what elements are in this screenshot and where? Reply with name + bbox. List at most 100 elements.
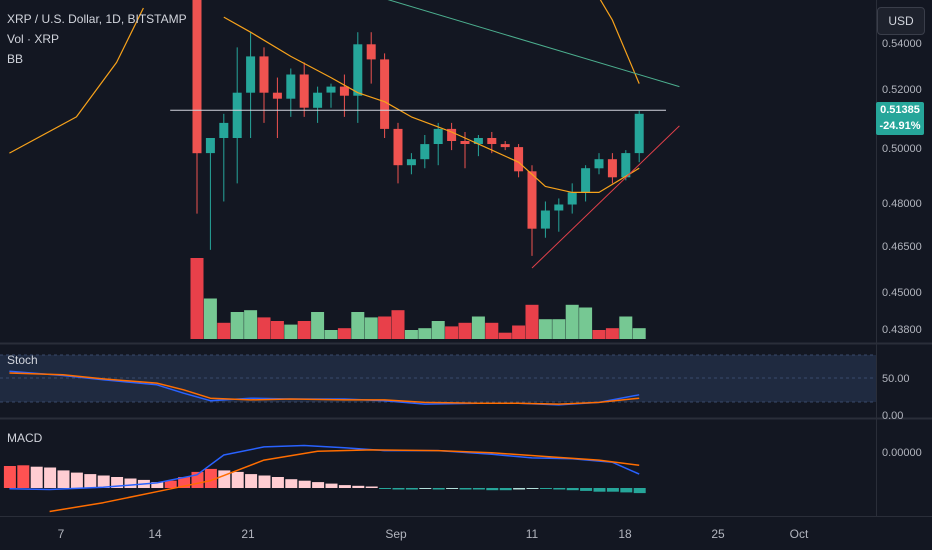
volume-bar: [378, 316, 392, 339]
price-tick-label: 0.52000: [882, 84, 922, 96]
volume-bar: [391, 310, 405, 339]
macd-histogram-bar: [513, 488, 526, 490]
bb-legend[interactable]: BB: [7, 52, 24, 66]
stoch-axis[interactable]: 50.00 0.00: [882, 373, 910, 422]
macd-histogram-bar: [204, 468, 217, 488]
price-axis[interactable]: 0.54000 0.52000 0.50000 0.48000 0.46500 …: [882, 38, 922, 336]
candle-body: [192, 0, 202, 154]
macd-histogram-bar: [17, 465, 30, 488]
volume-bar: [337, 328, 351, 339]
volume-bar: [445, 326, 459, 339]
candle-body: [339, 86, 349, 96]
macd-histogram-bar: [405, 488, 418, 490]
currency-button[interactable]: USD: [877, 7, 925, 35]
macd-histogram-bar: [57, 470, 70, 488]
macd-plot: [3, 444, 646, 513]
time-tick-label: 14: [148, 527, 162, 541]
candle-body: [500, 144, 510, 148]
price-tick-label: 0.50000: [882, 143, 922, 155]
candle-body: [447, 128, 457, 141]
candle-body: [540, 210, 550, 229]
volume-bar: [525, 304, 539, 339]
ascending-support-line: [531, 125, 680, 269]
volume-bar: [418, 328, 432, 339]
macd-histogram-bar: [606, 488, 619, 492]
macd-histogram-bar: [271, 477, 284, 488]
macd-histogram-bar: [285, 479, 298, 488]
macd-histogram-bar: [580, 488, 593, 491]
symbol-title[interactable]: XRP / U.S. Dollar, 1D, BITSTAMP: [7, 12, 187, 26]
volume-bar: [485, 322, 499, 339]
candle-body: [581, 168, 591, 193]
macd-histogram-bar: [419, 488, 432, 489]
macd-histogram-bar: [472, 488, 485, 490]
stoch-tick-label: 50.00: [882, 373, 910, 385]
candle-body: [393, 128, 403, 166]
macd-histogram-bar: [379, 488, 392, 489]
candle-body: [205, 138, 215, 154]
candle-body: [246, 56, 256, 93]
macd-histogram-bar: [446, 488, 459, 489]
macd-histogram-bar: [258, 475, 271, 488]
volume-bar: [190, 258, 204, 339]
time-tick-label: Oct: [790, 527, 809, 541]
candle-body: [594, 159, 604, 169]
macd-histogram-bar: [97, 475, 110, 488]
price-tick-label: 0.43800: [882, 324, 922, 336]
stoch-tick-label: 0.00: [882, 410, 903, 422]
macd-legend[interactable]: MACD: [7, 431, 43, 445]
volume-bar: [364, 317, 378, 339]
volume-bar: [579, 307, 593, 339]
volume-bar: [244, 310, 258, 339]
candle-body: [326, 86, 336, 93]
price-change-label: -24.91%: [876, 118, 924, 135]
volume-bar: [471, 316, 485, 339]
overlay-lines: [9, 0, 680, 269]
candle-body: [634, 113, 644, 154]
macd-histogram-bar: [553, 488, 566, 490]
macd-histogram-bar: [633, 488, 646, 494]
candle-body: [621, 153, 631, 178]
candlesticks: [192, 0, 644, 256]
volume-bar: [297, 321, 311, 339]
time-tick-label: 18: [618, 527, 632, 541]
macd-histogram-bar: [124, 478, 137, 488]
candle-body: [366, 44, 376, 60]
time-tick-label: 7: [58, 527, 65, 541]
macd-histogram-bar: [432, 488, 445, 490]
macd-histogram-bar: [164, 480, 177, 488]
macd-histogram-bar: [298, 480, 311, 488]
candle-body: [460, 141, 470, 144]
volume-bar: [512, 325, 526, 339]
macd-histogram-bar: [84, 474, 97, 488]
macd-histogram-bar: [593, 488, 606, 492]
macd-histogram-bar: [325, 483, 338, 488]
stoch-legend[interactable]: Stoch: [7, 353, 38, 367]
volume-bar: [632, 328, 646, 339]
volume-bar: [217, 322, 231, 339]
candle-body: [554, 204, 564, 211]
candle-body: [433, 128, 443, 144]
macd-histogram-bar: [30, 466, 43, 488]
volume-bar: [257, 317, 271, 339]
time-axis[interactable]: 7 14 21 Sep 11 18 25 Oct: [58, 527, 809, 541]
volume-bar: [324, 330, 338, 339]
candle-body: [406, 159, 416, 166]
candle-body: [259, 56, 269, 93]
volume-bar: [605, 328, 619, 339]
candle-body: [473, 138, 483, 144]
macd-tick-label: 0.00000: [882, 447, 922, 459]
price-tick-label: 0.54000: [882, 38, 922, 50]
candle-body: [527, 171, 537, 229]
macd-histogram-bar: [486, 488, 499, 491]
price-tick-label: 0.46500: [882, 241, 922, 253]
volume-bar: [311, 312, 325, 339]
macd-axis[interactable]: 0.00000: [882, 447, 922, 459]
macd-histogram-bar: [539, 488, 552, 489]
macd-histogram-bar: [365, 486, 378, 488]
candle-body: [420, 144, 430, 160]
volume-legend[interactable]: Vol · XRP: [7, 32, 60, 46]
volume-bar: [284, 324, 298, 339]
